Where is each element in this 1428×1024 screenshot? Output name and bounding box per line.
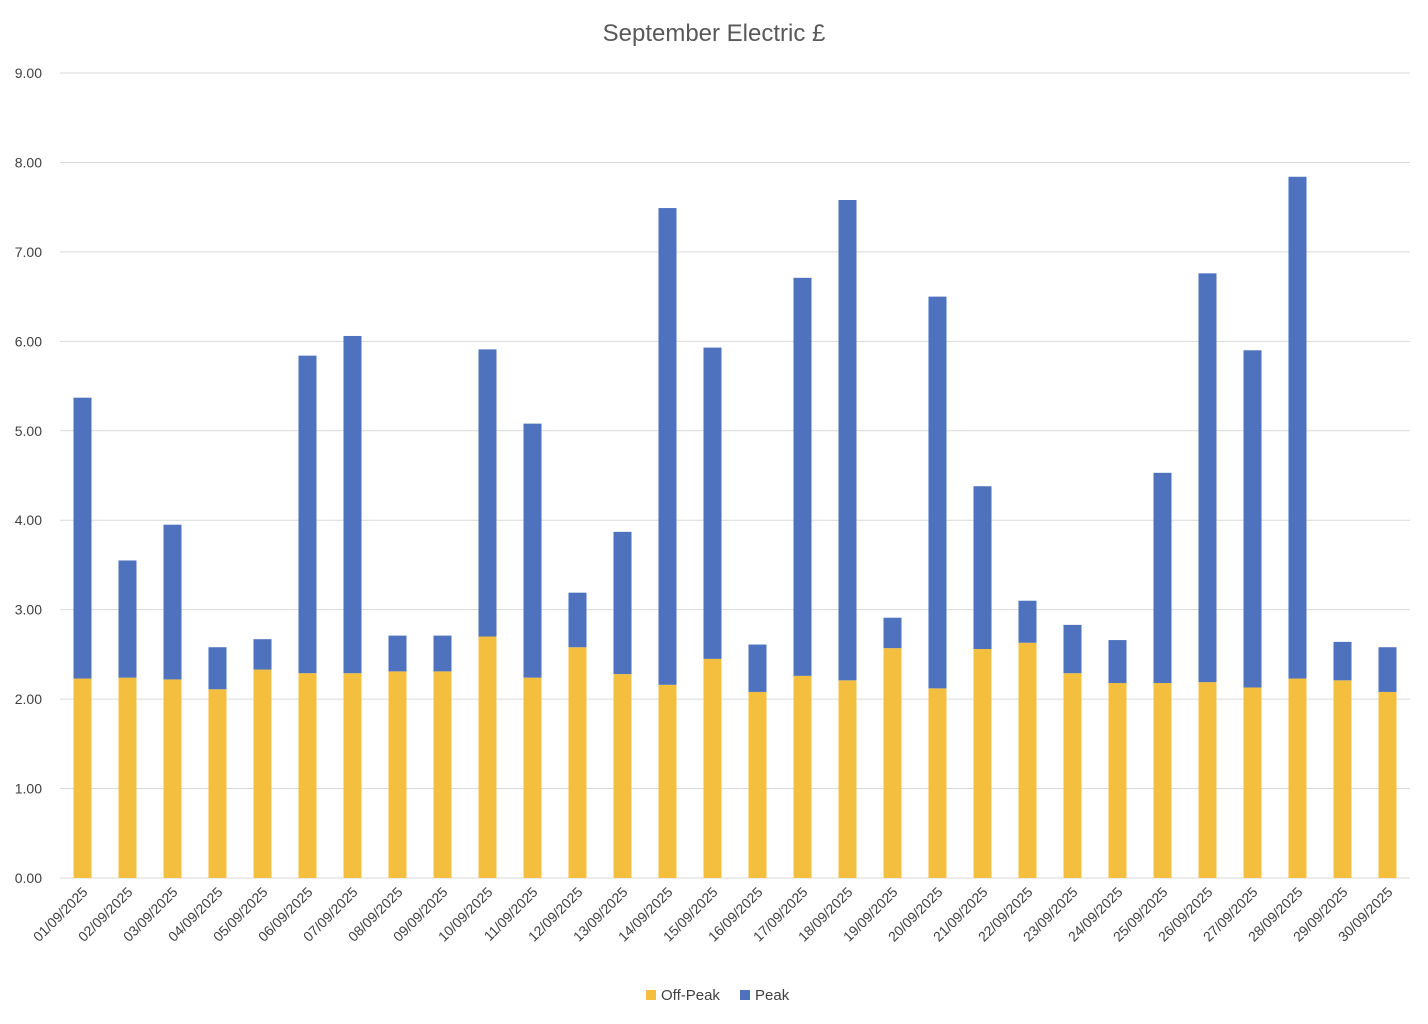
bar-peak-10 bbox=[478, 349, 497, 637]
bar-off-peak-23 bbox=[1063, 673, 1082, 878]
bar-off-peak-13 bbox=[613, 674, 632, 878]
y-tick-label: 0.00 bbox=[15, 870, 42, 886]
bar-peak-22 bbox=[1018, 600, 1037, 643]
bar-off-peak-8 bbox=[388, 671, 407, 878]
bar-peak-17 bbox=[793, 277, 812, 676]
bar-off-peak-20 bbox=[928, 688, 947, 878]
bar-peak-9 bbox=[433, 635, 452, 672]
legend-swatch-off-peak bbox=[646, 990, 656, 1000]
bar-peak-11 bbox=[523, 423, 542, 678]
bar-peak-14 bbox=[658, 208, 677, 685]
legend-swatch-peak bbox=[740, 990, 750, 1000]
bar-peak-5 bbox=[253, 639, 272, 670]
bar-off-peak-6 bbox=[298, 673, 317, 878]
y-tick-label: 5.00 bbox=[15, 423, 42, 439]
bar-off-peak-7 bbox=[343, 673, 362, 878]
bar-off-peak-5 bbox=[253, 669, 272, 878]
bar-off-peak-3 bbox=[163, 679, 182, 878]
bar-peak-24 bbox=[1108, 640, 1127, 684]
bar-peak-26 bbox=[1198, 273, 1217, 683]
bar-peak-13 bbox=[613, 531, 632, 675]
bar-peak-29 bbox=[1333, 641, 1352, 681]
bar-off-peak-21 bbox=[973, 649, 992, 878]
legend-label-off-peak: Off-Peak bbox=[661, 987, 720, 1004]
bar-peak-20 bbox=[928, 296, 947, 689]
gridlines bbox=[60, 72, 1410, 879]
bar-peak-30 bbox=[1378, 647, 1397, 692]
y-tick-label: 6.00 bbox=[15, 333, 42, 349]
bar-peak-6 bbox=[298, 355, 317, 674]
bar-peak-21 bbox=[973, 486, 992, 650]
bar-off-peak-12 bbox=[568, 647, 587, 878]
bar-peak-27 bbox=[1243, 350, 1262, 688]
bar-peak-12 bbox=[568, 592, 587, 648]
bar-off-peak-18 bbox=[838, 680, 857, 878]
bar-off-peak-26 bbox=[1198, 682, 1217, 878]
bar-off-peak-22 bbox=[1018, 642, 1037, 878]
bar-peak-16 bbox=[748, 644, 767, 692]
bar-off-peak-29 bbox=[1333, 680, 1352, 878]
bar-off-peak-9 bbox=[433, 671, 452, 878]
bar-off-peak-11 bbox=[523, 677, 542, 878]
x-axis-tick-labels: 01/09/202502/09/202503/09/202504/09/2025… bbox=[30, 884, 1396, 945]
chart-title: September Electric £ bbox=[603, 20, 826, 47]
bar-peak-3 bbox=[163, 524, 182, 680]
bar-off-peak-4 bbox=[208, 689, 227, 878]
y-tick-label: 3.00 bbox=[15, 602, 42, 618]
bar-off-peak-14 bbox=[658, 684, 677, 878]
y-tick-label: 9.00 bbox=[15, 65, 42, 81]
bar-peak-28 bbox=[1288, 176, 1307, 679]
bars bbox=[73, 176, 1397, 878]
bar-off-peak-24 bbox=[1108, 683, 1127, 878]
bar-peak-8 bbox=[388, 635, 407, 672]
bar-off-peak-2 bbox=[118, 677, 137, 878]
bar-off-peak-27 bbox=[1243, 687, 1262, 878]
bar-off-peak-16 bbox=[748, 691, 767, 878]
legend: Off-Peak Peak bbox=[646, 987, 790, 1004]
y-tick-label: 1.00 bbox=[15, 781, 42, 797]
bar-peak-2 bbox=[118, 560, 137, 678]
y-tick-label: 8.00 bbox=[15, 154, 42, 170]
bar-peak-25 bbox=[1153, 472, 1172, 684]
bar-peak-23 bbox=[1063, 624, 1082, 674]
bar-off-peak-19 bbox=[883, 648, 902, 878]
bar-off-peak-25 bbox=[1153, 683, 1172, 878]
y-axis-tick-labels: 0.00 1.00 2.00 3.00 4.00 5.00 6.00 7.00 8.00 9.00 bbox=[15, 65, 42, 886]
y-tick-label: 4.00 bbox=[15, 512, 42, 528]
legend-label-peak: Peak bbox=[755, 987, 790, 1004]
y-tick-label: 2.00 bbox=[15, 691, 42, 707]
bar-off-peak-28 bbox=[1288, 678, 1307, 878]
bar-off-peak-30 bbox=[1378, 691, 1397, 878]
y-tick-label: 7.00 bbox=[15, 244, 42, 260]
bar-peak-1 bbox=[73, 397, 92, 679]
bar-off-peak-15 bbox=[703, 658, 722, 878]
bar-peak-15 bbox=[703, 347, 722, 659]
bar-peak-18 bbox=[838, 200, 857, 681]
bar-off-peak-17 bbox=[793, 675, 812, 878]
bar-off-peak-1 bbox=[73, 678, 92, 878]
bar-peak-7 bbox=[343, 335, 362, 674]
bar-off-peak-10 bbox=[478, 636, 497, 878]
bar-peak-19 bbox=[883, 617, 902, 649]
bar-peak-4 bbox=[208, 647, 227, 690]
